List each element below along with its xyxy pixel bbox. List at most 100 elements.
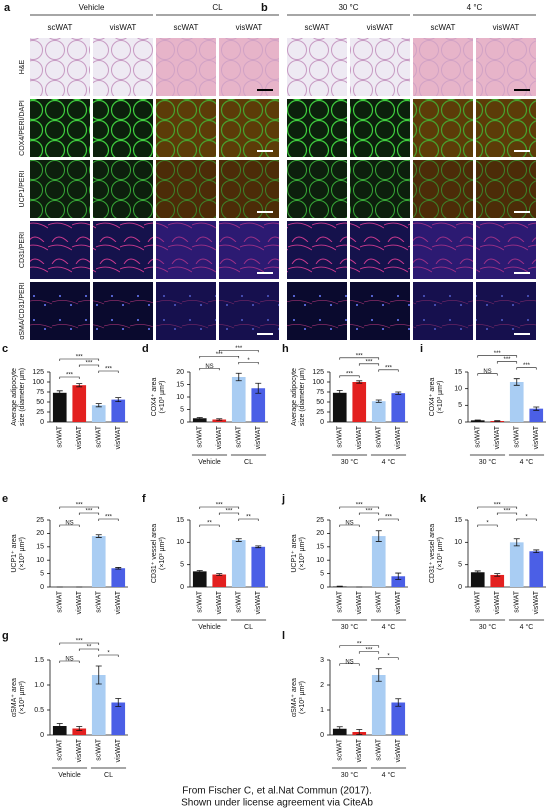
y-tick-label: 0 <box>320 584 324 591</box>
significance-bracket <box>516 518 537 521</box>
panel-letter: i <box>420 343 423 355</box>
significance-label: *** <box>105 515 113 521</box>
significance-label: *** <box>85 509 93 515</box>
significance-label: *** <box>216 352 224 358</box>
x-tick-label: visWAT <box>76 738 83 762</box>
bar <box>72 728 87 735</box>
significance-label: *** <box>356 503 364 509</box>
micrograph-texture <box>350 160 410 218</box>
y-axis-label: (×10³ µm²) <box>437 537 444 570</box>
y-tick-label: 10 <box>176 394 184 401</box>
error-bar <box>533 549 540 554</box>
group-label: 4 °C <box>520 623 534 631</box>
significance-bracket <box>59 524 80 527</box>
y-tick-label: 0 <box>180 584 184 591</box>
x-tick-label: visWAT <box>395 738 402 762</box>
micrograph-texture <box>287 282 347 340</box>
group-header: 4 °C <box>467 3 483 12</box>
significance-bracket <box>98 370 119 373</box>
group-label: 4 °C <box>382 458 396 466</box>
x-tick-label: visWAT <box>533 590 540 614</box>
micrograph-texture <box>350 38 410 96</box>
panel-letter: d <box>142 343 149 355</box>
error-bar <box>196 570 203 573</box>
micrograph-texture <box>476 99 536 157</box>
error-bar <box>336 726 343 732</box>
significance-label: *** <box>225 509 233 515</box>
x-tick-label: visWAT <box>395 590 402 614</box>
y-tick-label: 100 <box>312 379 324 386</box>
group-label: CL <box>244 459 253 466</box>
micrograph-texture <box>30 221 90 279</box>
panel-letter: k <box>420 493 427 505</box>
micrograph-texture <box>413 282 473 340</box>
panel-letter: j <box>281 493 285 505</box>
group-label: 30 °C <box>341 458 359 466</box>
error-bar <box>375 530 382 542</box>
bar <box>192 571 207 587</box>
significance-bracket <box>59 358 100 361</box>
x-tick-label: visWAT <box>356 590 363 614</box>
y-axis-label: αSMA⁺ area <box>291 678 298 717</box>
significance-bracket <box>59 642 100 645</box>
error-bar <box>494 573 501 577</box>
significance-bracket <box>496 361 518 364</box>
x-tick-label: scWAT <box>57 590 64 612</box>
column-header: visWAT <box>367 23 394 32</box>
significance-bracket <box>477 524 498 527</box>
y-tick-label: 0 <box>40 584 44 591</box>
y-tick-label: 5 <box>320 570 324 577</box>
y-axis-label: UCP1⁺ area <box>291 534 298 572</box>
error-bar <box>513 538 520 547</box>
group-header: CL <box>212 3 223 12</box>
error-bar <box>356 380 363 384</box>
y-tick-label: 15 <box>454 517 462 524</box>
micrograph-texture <box>93 38 153 96</box>
significance-bracket <box>477 373 498 376</box>
bar <box>371 675 386 735</box>
bar <box>192 418 207 422</box>
micrograph-texture <box>287 99 347 157</box>
micrograph-texture <box>287 221 347 279</box>
row-label: CD31/PERI <box>19 232 26 268</box>
bar <box>52 726 67 735</box>
significance-label: NS <box>345 521 353 527</box>
micrograph-texture <box>287 160 347 218</box>
significance-bracket <box>339 506 380 509</box>
micrograph-texture <box>350 99 410 157</box>
y-tick-label: 25 <box>36 517 44 524</box>
micrograph-texture <box>93 282 153 340</box>
error-bar <box>76 726 83 731</box>
x-tick-label: scWAT <box>236 590 243 612</box>
micrograph-texture <box>93 221 153 279</box>
x-tick-label: visWAT <box>216 590 223 614</box>
significance-bracket <box>358 512 380 515</box>
significance-bracket <box>98 518 119 521</box>
micrograph-texture <box>350 282 410 340</box>
significance-bracket <box>98 654 119 657</box>
bar <box>91 675 106 735</box>
bar <box>91 405 106 422</box>
significance-bracket <box>358 651 380 654</box>
x-tick-label: scWAT <box>57 425 64 447</box>
significance-label: NS <box>483 369 491 375</box>
y-axis-label: UCP1⁺ area <box>11 534 18 572</box>
y-tick-label: 100 <box>32 379 44 386</box>
significance-label: *** <box>365 509 373 515</box>
error-bar <box>356 729 363 735</box>
significance-label: *** <box>494 351 502 357</box>
y-tick-label: 20 <box>176 369 184 376</box>
x-tick-label: scWAT <box>197 590 204 612</box>
bar <box>231 540 246 587</box>
error-bar <box>375 399 382 403</box>
error-bar <box>56 390 63 396</box>
y-tick-label: 0.5 <box>34 707 44 714</box>
y-axis-label: αSMA⁺ area <box>11 678 18 717</box>
y-tick-label: 20 <box>36 530 44 537</box>
x-tick-label: scWAT <box>337 738 344 760</box>
error-bar <box>336 390 343 396</box>
significance-label: * <box>525 515 528 521</box>
bar <box>91 536 106 587</box>
significance-label: *** <box>76 503 84 509</box>
significance-label: NS <box>345 659 353 665</box>
